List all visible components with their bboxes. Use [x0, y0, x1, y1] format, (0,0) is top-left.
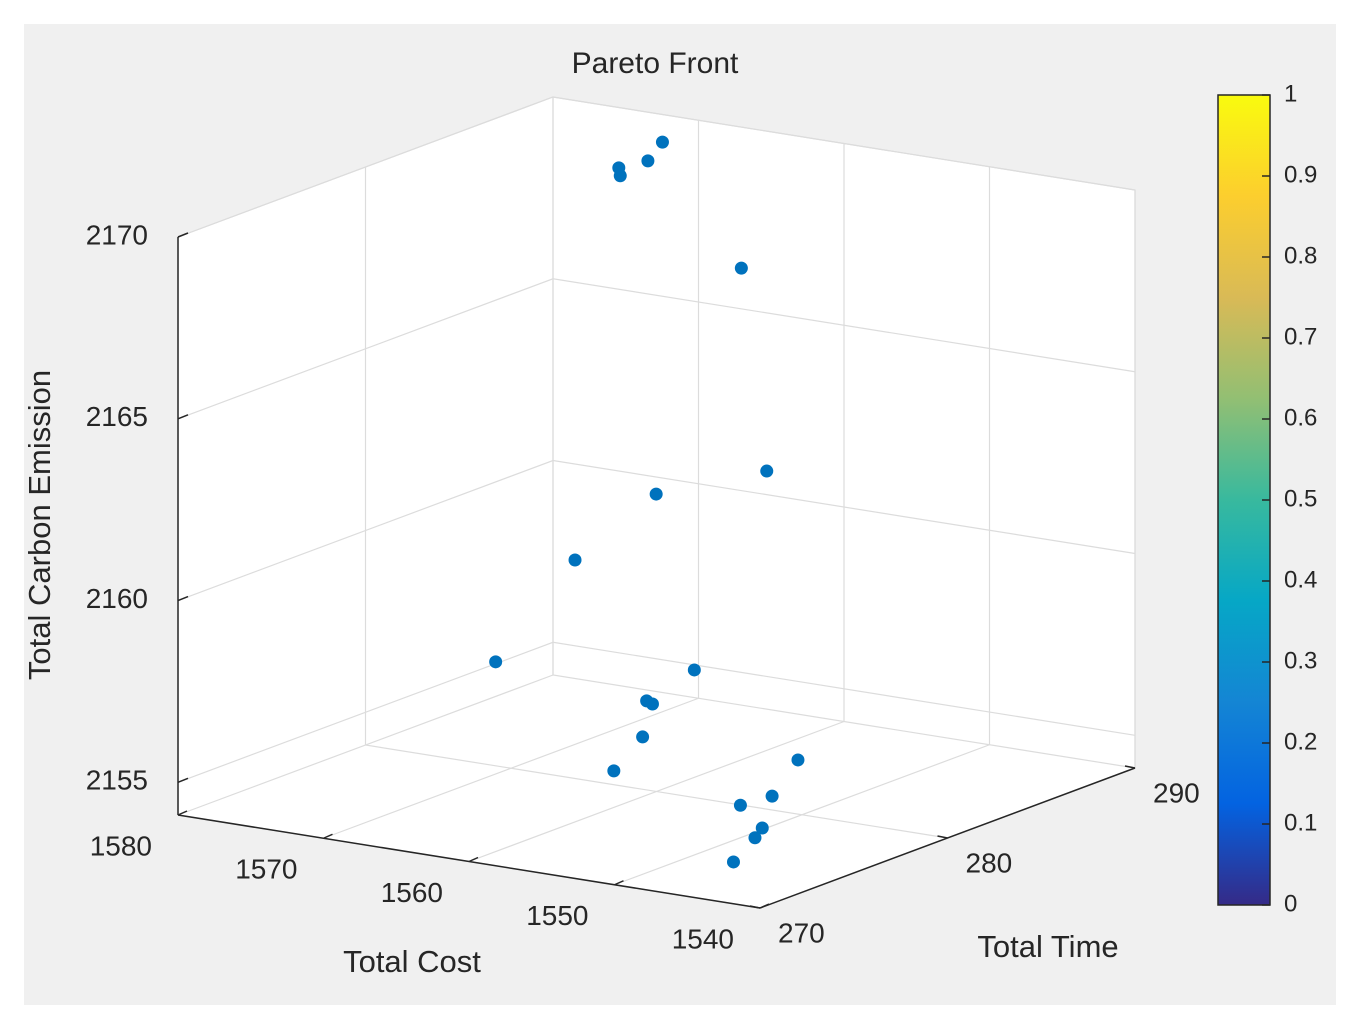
x-tick [468, 856, 479, 863]
colorbar-tick-label: 0.1 [1284, 809, 1317, 836]
box-edge [177, 96, 1136, 768]
z-tick-label: 2160 [86, 583, 148, 614]
y-tick [749, 905, 761, 909]
chart-title: Pareto Front [572, 47, 739, 80]
colorbar-tick-label: 0.2 [1284, 728, 1317, 755]
y-tick-label: 280 [966, 847, 1013, 878]
axes-background [178, 97, 1135, 908]
z-tick [177, 232, 189, 238]
y-tick [937, 835, 948, 839]
y-tick-label: 270 [778, 917, 825, 948]
x-tick-label: 1540 [672, 923, 734, 954]
x-tick-label: 1570 [235, 854, 297, 885]
data-point [733, 798, 747, 812]
colorbar-tick-label: 0.4 [1284, 566, 1317, 593]
data-point [687, 663, 701, 677]
z-tick [177, 595, 189, 602]
x-axis-label: Total Cost [343, 944, 481, 979]
colorbar-tick-label: 0 [1284, 890, 1297, 917]
colorbar-tick-label: 0.9 [1284, 161, 1317, 188]
data-point [755, 821, 769, 835]
colorbar-tick-label: 0.5 [1284, 485, 1317, 512]
data-point [649, 487, 663, 501]
z-tick-label: 2155 [86, 765, 148, 796]
colorbar-tick-label: 1 [1284, 80, 1297, 107]
grid-line [364, 167, 948, 839]
colorbar-tick-label: 0.3 [1284, 647, 1317, 674]
data-point [636, 730, 650, 744]
data-point [641, 154, 655, 168]
data-point [726, 855, 740, 869]
colorbar-tick-label: 0.7 [1284, 323, 1317, 350]
z-tick [177, 777, 189, 783]
data-point [489, 655, 503, 669]
data-point [791, 753, 805, 767]
x-tick-label: 1550 [526, 900, 588, 931]
colorbar-tick-label: 0.8 [1284, 242, 1317, 269]
y-tick-label: 290 [1153, 777, 1200, 808]
x-tick [759, 903, 770, 909]
x-tick [614, 880, 624, 886]
data-point [613, 169, 627, 183]
data-point [748, 831, 762, 845]
z-tick-label: 2165 [86, 401, 148, 432]
data-point [655, 135, 669, 149]
y-tick [1124, 765, 1136, 769]
colorbar-tick-label: 0.6 [1284, 404, 1317, 431]
z-tick [177, 414, 189, 420]
x-tick-label: 1560 [381, 877, 443, 908]
data-point [765, 789, 779, 803]
data-point [734, 261, 748, 275]
y-axis-label: Total Time [977, 929, 1118, 964]
data-point [568, 553, 582, 567]
grid-line [552, 97, 1136, 769]
data-point [607, 764, 621, 778]
data-point [760, 464, 774, 478]
x-tick-label: 1580 [90, 830, 152, 861]
colorbar [1217, 94, 1271, 906]
z-tick-label: 2170 [86, 219, 148, 250]
z-axis-label: Total Carbon Emission [22, 370, 57, 680]
x-tick [177, 810, 188, 816]
x-tick [323, 833, 333, 839]
data-point [645, 697, 659, 711]
